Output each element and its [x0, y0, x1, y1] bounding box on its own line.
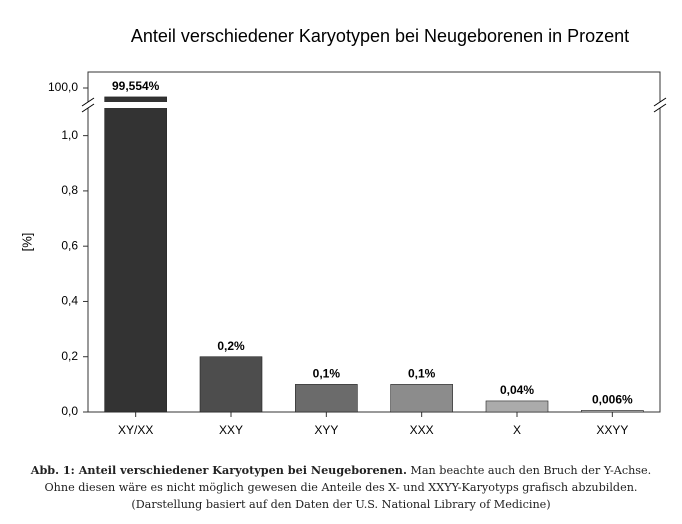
data-label: 0,1%: [313, 367, 341, 381]
chart-title: Anteil verschiedener Karyotypen bei Neug…: [131, 26, 629, 46]
axis-break-gap: [658, 102, 662, 108]
y-tick-label: 100,0: [48, 80, 78, 94]
caption-text: Man beachte auch den Bruch der Y-Achse. …: [44, 464, 652, 511]
caption-bold: Abb. 1: Anteil verschiedener Karyotypen …: [30, 463, 407, 477]
y-tick-label: 0,2: [61, 349, 78, 363]
axis-break-mark: [653, 103, 667, 113]
y-tick-label: 1,0: [61, 128, 78, 142]
x-tick-label: XXY: [219, 423, 243, 437]
data-label: 0,2%: [217, 339, 245, 353]
bar: [581, 410, 644, 413]
data-label: 99,554%: [112, 79, 160, 93]
bar: [295, 384, 358, 413]
bar: [485, 400, 549, 413]
axis-break-gap: [86, 102, 90, 108]
x-tick-label: XY/XX: [118, 423, 153, 437]
data-label: 0,1%: [408, 367, 436, 381]
data-label: 0,04%: [500, 383, 534, 397]
data-label: 0,006%: [592, 393, 633, 407]
bar: [199, 356, 263, 413]
x-tick-label: X: [513, 423, 521, 437]
axis-break-mark: [81, 97, 95, 107]
chart: Anteil verschiedener Karyotypen bei Neug…: [19, 26, 667, 437]
bar-break-gap: [102, 102, 169, 108]
caption: Abb. 1: Anteil verschiedener Karyotypen …: [14, 462, 668, 513]
y-tick-label: 0,8: [61, 183, 78, 197]
x-tick-label: XXX: [410, 423, 434, 437]
y-tick-label: 0,0: [61, 404, 78, 418]
x-tick-label: XYY: [314, 423, 338, 437]
axis-break-mark: [653, 97, 667, 107]
y-tick-label: 0,4: [61, 294, 78, 308]
bar: [390, 384, 453, 413]
x-tick-label: XXYY: [596, 423, 628, 437]
axis-break-mark: [81, 103, 95, 113]
bar: [104, 96, 167, 413]
y-axis-label: [%]: [19, 233, 34, 252]
y-tick-label: 0,6: [61, 238, 78, 252]
plot-frame: [87, 71, 661, 413]
